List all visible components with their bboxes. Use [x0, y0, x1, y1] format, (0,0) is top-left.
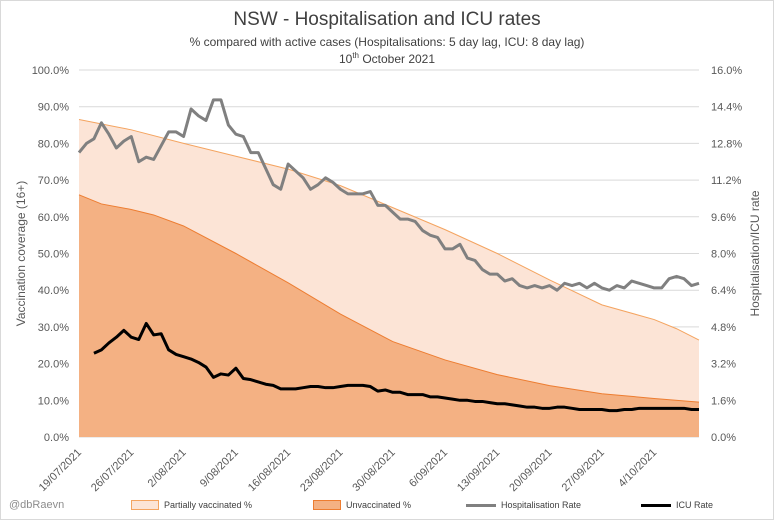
- x-tick-label: 16/08/2021: [246, 447, 293, 494]
- legend-item-partially: Partially vaccinated %: [131, 500, 252, 510]
- area-unvaccinated: [79, 194, 699, 437]
- right-tick-label: 11.2%: [711, 175, 742, 187]
- area-partially-vaccinated-edge: [78, 119, 700, 341]
- legend-item-hospitalisation: Hospitalisation Rate: [466, 500, 581, 510]
- x-tick-label: 26/07/2021: [89, 447, 136, 494]
- right-tick-label: 16.0%: [711, 65, 742, 77]
- left-tick-label: 40.0%: [38, 285, 69, 297]
- date-day: 10: [338, 52, 353, 66]
- legend-swatch-unvaccinated: [313, 500, 341, 510]
- x-axis-ticks: 19/07/2021 26/07/2021 2/08/2021 9/08/2021 16…: [37, 447, 660, 494]
- right-tick-label: 3.2%: [711, 359, 736, 371]
- line-hospitalisation-rate: [77, 98, 700, 292]
- date-rest: October 2021: [358, 52, 436, 66]
- left-tick-label: 20.0%: [38, 359, 69, 371]
- left-axis-label: Vaccination coverage (16+): [14, 181, 28, 327]
- right-tick-label: 8.0%: [711, 249, 736, 261]
- chart-title: NSW - Hospitalisation and ICU rates: [233, 9, 541, 30]
- left-tick-label: 70.0%: [38, 175, 69, 187]
- line-icu-rate: [93, 321, 699, 413]
- date-suffix: th: [352, 51, 359, 60]
- legend-label-hospitalisation: Hospitalisation Rate: [501, 500, 582, 510]
- legend-swatch-hospitalisation: [466, 503, 496, 507]
- left-tick-label: 90.0%: [38, 102, 69, 114]
- left-tick-label: 60.0%: [38, 212, 69, 224]
- area-unvaccinated-edge: [78, 194, 700, 403]
- x-tick-label: 4/10/2021: [616, 447, 659, 490]
- author-credit: @dbRaevn: [9, 499, 65, 511]
- right-tick-label: 9.6%: [711, 212, 736, 224]
- legend-label-icu: ICU Rate: [676, 500, 714, 510]
- left-tick-label: 0.0%: [44, 432, 69, 444]
- left-tick-label: 50.0%: [38, 249, 69, 261]
- right-tick-label: 0.0%: [711, 432, 736, 444]
- legend-label-partially: Partially vaccinated %: [164, 500, 253, 510]
- right-tick-label: 12.8%: [711, 138, 742, 150]
- left-tick-label: 10.0%: [38, 395, 69, 407]
- right-tick-label: 14.4%: [711, 102, 742, 114]
- chart-date: 10th October 2021: [1, 51, 773, 66]
- right-tick-label: 1.6%: [711, 395, 736, 407]
- right-axis-ticks: 0.0% 1.6% 3.2% 4.8% 6.4% 8.0% 9.6% 11.2% 12.8% 14…: [711, 65, 742, 444]
- legend-item-unvaccinated: Unvaccinated %: [313, 500, 411, 510]
- left-tick-label: 100.0%: [32, 65, 70, 77]
- x-tick-label: 30/08/2021: [350, 447, 397, 494]
- line-series: [77, 98, 700, 413]
- left-axis-ticks: 0.0% 10.0% 20.0% 30.0% 40.0% 50.0% 60.0% 70.0% 8…: [32, 65, 70, 444]
- x-tick-label: 27/09/2021: [560, 447, 607, 494]
- legend-swatch-icu: [641, 503, 671, 507]
- left-tick-label: 80.0%: [38, 138, 69, 150]
- x-tick-label: 19/07/2021: [37, 447, 84, 494]
- x-tick-label: 20/09/2021: [507, 447, 554, 494]
- x-tick-label: 6/09/2021: [407, 447, 450, 490]
- area-series: [78, 119, 700, 438]
- right-axis-label: Hospitalisation/ICU rate: [748, 190, 762, 316]
- legend-label-unvaccinated: Unvaccinated %: [346, 500, 412, 510]
- legend-item-icu: ICU Rate: [641, 500, 713, 510]
- x-tick-label: 23/08/2021: [298, 447, 345, 494]
- x-tick-label: 2/08/2021: [146, 447, 189, 490]
- left-tick-label: 30.0%: [38, 322, 69, 334]
- x-tick-label: 9/08/2021: [198, 447, 241, 490]
- legend-swatch-partially: [131, 500, 159, 510]
- right-tick-label: 4.8%: [711, 322, 736, 334]
- x-tick-label: 13/09/2021: [455, 447, 502, 494]
- right-tick-label: 6.4%: [711, 285, 736, 297]
- chart-subtitle: % compared with active cases (Hospitalis…: [189, 35, 585, 49]
